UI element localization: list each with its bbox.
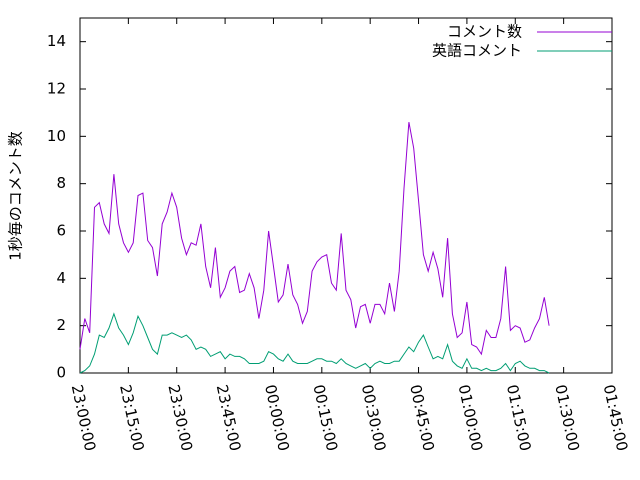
x-tick-label: 01:45:00 bbox=[600, 383, 632, 453]
y-tick-label: 6 bbox=[56, 222, 66, 240]
x-tick-label: 23:45:00 bbox=[213, 383, 245, 453]
y-tick-label: 14 bbox=[47, 32, 66, 50]
x-tick-label: 00:00:00 bbox=[261, 383, 293, 453]
y-tick-label: 12 bbox=[47, 80, 66, 98]
y-tick-label: 0 bbox=[56, 364, 66, 382]
legend-label: コメント数 bbox=[447, 23, 522, 41]
x-tick-label: 01:00:00 bbox=[455, 383, 487, 453]
x-tick-label: 23:30:00 bbox=[164, 383, 196, 453]
series-line bbox=[79, 122, 550, 356]
x-tick-label: 00:30:00 bbox=[358, 383, 390, 453]
x-tick-label: 00:45:00 bbox=[406, 383, 438, 453]
y-tick-label: 2 bbox=[56, 316, 66, 334]
x-tick-label: 01:15:00 bbox=[503, 383, 535, 453]
plot-frame bbox=[79, 17, 613, 374]
series-line bbox=[79, 312, 550, 374]
x-tick-label: 00:15:00 bbox=[310, 383, 342, 453]
y-tick-label: 10 bbox=[47, 127, 66, 145]
y-tick-label: 8 bbox=[56, 174, 66, 192]
x-tick-label: 23:15:00 bbox=[116, 383, 148, 453]
x-tick-label: 01:30:00 bbox=[551, 383, 583, 453]
x-tick-label: 23:00:00 bbox=[68, 383, 100, 453]
y-axis-label: 1秒毎のコメント数 bbox=[7, 131, 25, 261]
y-tick-label: 4 bbox=[56, 269, 66, 287]
legend-label: 英語コメント bbox=[432, 42, 522, 60]
